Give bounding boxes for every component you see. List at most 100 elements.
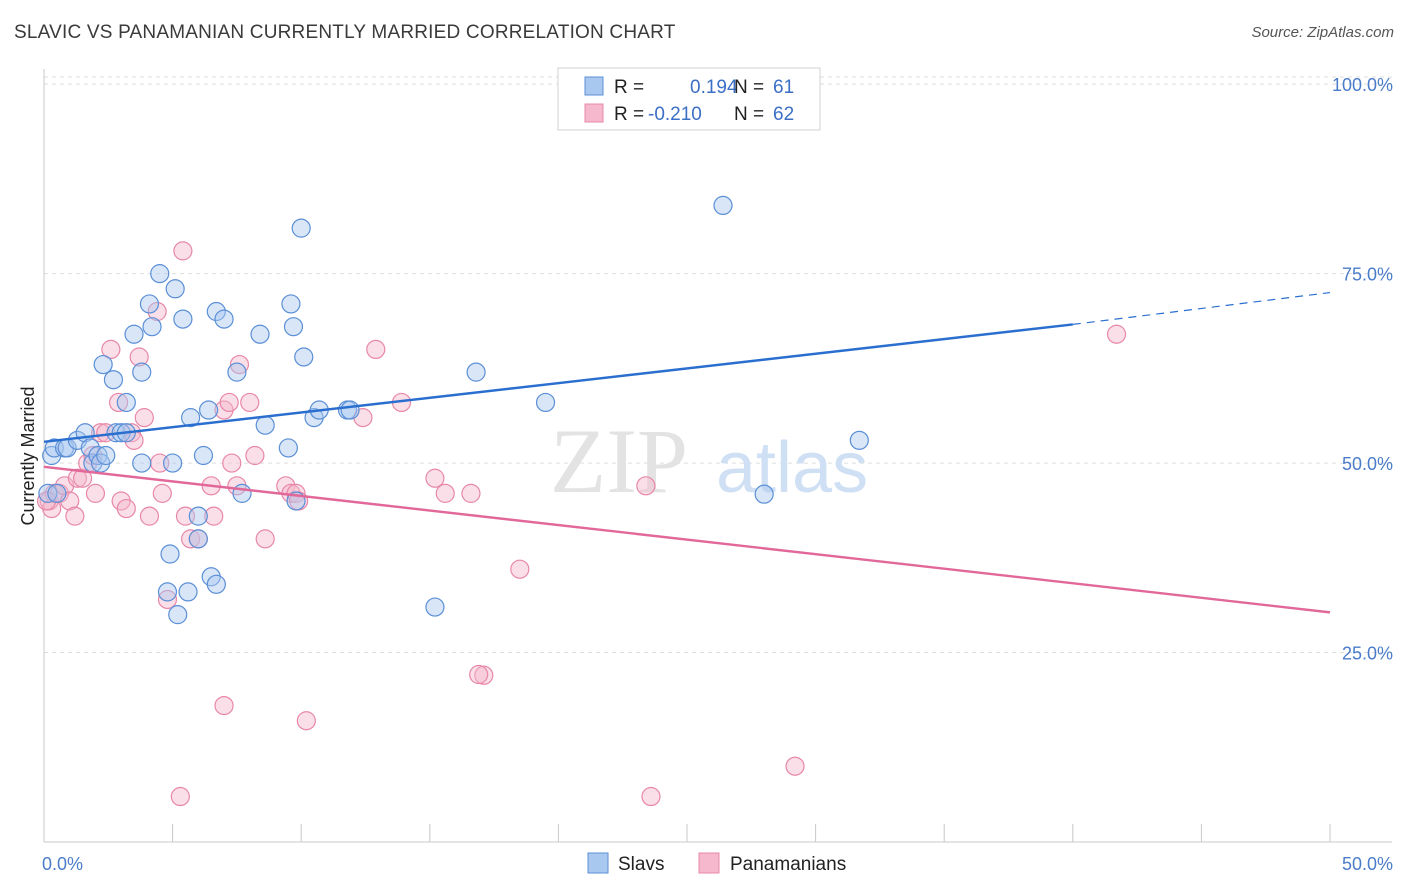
slavs-point: [188, 506, 208, 526]
slavs-point: [255, 415, 275, 435]
y-tick-label-0: 100.0%: [1332, 75, 1393, 95]
legend-n-label: N =: [734, 104, 764, 125]
slavs-point: [168, 605, 188, 625]
slavs-point: [188, 529, 208, 549]
panamanians-trend-line: [43, 465, 1331, 614]
panamanians-point: [116, 498, 136, 519]
watermark-zip: ZIP: [550, 410, 688, 512]
slavs-point: [535, 392, 556, 413]
watermark: ZIP atlas: [550, 410, 868, 512]
legend-n-value: 62: [773, 104, 794, 125]
slavs-point: [340, 400, 360, 420]
panamanians-point: [366, 339, 386, 360]
slavs-point: [206, 301, 226, 322]
panamanians-point: [204, 506, 224, 526]
panamanians-point: [222, 453, 242, 473]
slavs-point: [139, 294, 160, 314]
slavs-point: [150, 264, 170, 284]
slavs-point: [206, 574, 226, 594]
slavs-point: [142, 317, 162, 337]
panamanians-point: [469, 664, 489, 685]
slavs-point: [849, 430, 869, 450]
legend-n-value: 61: [773, 77, 794, 98]
slavs-point: [103, 370, 124, 390]
panamanians-point: [139, 506, 160, 526]
panamanians-point: [181, 529, 201, 549]
slavs-point: [116, 392, 136, 413]
legend-swatch-panamanians: [584, 103, 604, 123]
panamanians-point: [474, 665, 494, 685]
series-legend-swatch-slavs: [587, 852, 609, 874]
slavs-point: [283, 317, 304, 337]
slavs-point: [132, 362, 152, 382]
slavs-point: [294, 347, 314, 367]
slavs-point: [93, 354, 113, 375]
panamanians-point: [425, 468, 445, 488]
slavs-point: [425, 597, 445, 617]
slavs-point: [157, 582, 178, 602]
panamanians-point: [67, 468, 88, 488]
panamanians-point: [240, 392, 260, 413]
slavs-point: [281, 294, 301, 314]
panamanians-point: [219, 392, 239, 413]
slavs-point: [124, 324, 144, 344]
panamanians-point: [72, 468, 93, 488]
y-tick-labels: 100.0% 75.0% 50.0% 25.0%: [1332, 75, 1393, 663]
panamanians-point: [65, 506, 85, 526]
slavs-points: [38, 195, 869, 625]
legend-r-label: R =: [614, 104, 644, 125]
panamanians-point: [36, 491, 57, 511]
series-legend-label-panamanians: Panamanians: [730, 854, 846, 875]
panamanians-point: [435, 483, 455, 503]
x-tick-label-1: 50.0%: [1342, 854, 1393, 874]
slavs-point: [80, 438, 100, 458]
series-legend-label-slavs: Slavs: [618, 854, 664, 875]
legend-r-value: 0.194: [690, 77, 738, 98]
chart-title: SLAVIC VS PANAMANIAN CURRENTLY MARRIED C…: [14, 22, 676, 43]
legend-r-label: R =: [614, 77, 644, 98]
panamanians-point: [214, 695, 234, 716]
correlation-legend: R = 0.194 N = 61 R = -0.210 N = 62: [557, 67, 821, 131]
panamanians-point: [785, 756, 805, 776]
y-tick-label-1: 75.0%: [1342, 265, 1393, 285]
slavs-point: [173, 309, 193, 329]
panamanians-point: [229, 354, 250, 375]
slavs-point: [713, 195, 733, 216]
slavs-point: [47, 483, 67, 503]
legend-swatch-slavs: [584, 76, 604, 96]
panamanians-point: [152, 483, 172, 503]
watermark-atlas: atlas: [716, 428, 868, 508]
slavs-point: [165, 279, 185, 299]
panamanians-point: [461, 483, 481, 503]
slavs-trend-line: [43, 323, 1073, 444]
slavs-point: [96, 445, 116, 466]
slavs-point: [466, 362, 486, 382]
slavs-point: [181, 408, 201, 428]
panamanians-point: [641, 786, 661, 807]
slavs-point: [214, 309, 234, 329]
slavs-point: [232, 483, 252, 503]
slavs-trend-extension: [1072, 291, 1331, 325]
slavs-point: [199, 400, 219, 420]
legend-r-value: -0.210: [648, 104, 702, 125]
panamanians-point: [108, 392, 129, 413]
slavs-point: [193, 445, 214, 466]
slavs-point: [160, 544, 180, 564]
panamanians-point: [85, 483, 106, 503]
series-legend: Slavs Panamanians: [587, 852, 846, 875]
slavs-point: [163, 453, 183, 473]
x-tick-label-0: 0.0%: [42, 854, 83, 874]
series-legend-swatch-panamanians: [698, 852, 720, 874]
panamanians-point: [1106, 324, 1127, 344]
slavs-point: [178, 582, 198, 602]
panamanians-point: [636, 476, 656, 496]
panamanians-point: [101, 339, 121, 360]
panamanians-points: [36, 241, 1127, 807]
panamanians-point: [510, 559, 530, 579]
slavs-point: [132, 453, 152, 473]
slavs-point: [250, 324, 270, 344]
panamanians-point: [129, 347, 149, 367]
trend-lines: [43, 291, 1331, 614]
slavs-point: [291, 218, 311, 238]
